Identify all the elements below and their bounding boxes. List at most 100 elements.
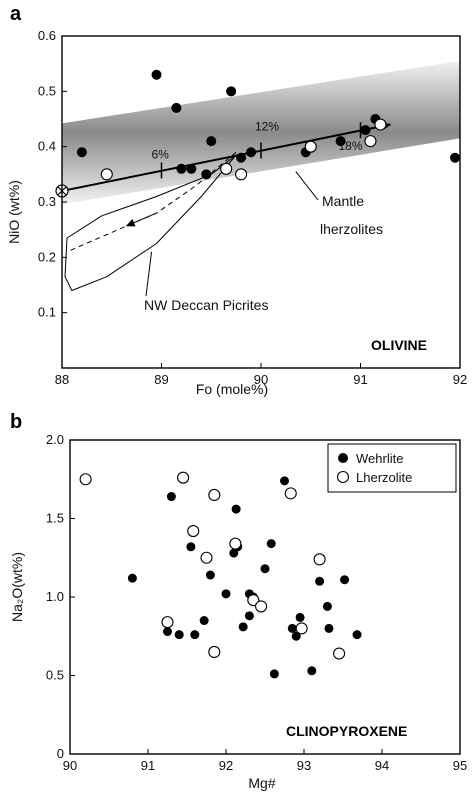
olivine-point-filled — [201, 169, 212, 180]
wehrlite-point — [269, 669, 279, 679]
panel-b-letter: b — [10, 411, 22, 433]
a-x-tick-label: 90 — [254, 372, 268, 387]
a-x-tick-label: 88 — [55, 372, 69, 387]
wehrlite-point — [221, 589, 231, 599]
olivine-point-open — [374, 118, 387, 131]
b-x-tick-label: 92 — [219, 758, 233, 773]
olivine-point-filled — [450, 152, 461, 163]
picrite-outline — [64, 154, 237, 291]
b-x-tick-label: 90 — [63, 758, 77, 773]
a-y-tick-label: 0.4 — [38, 139, 56, 154]
picrite-label: NW Deccan Picrites — [144, 297, 268, 313]
y-axis-title-a: NiO (wt%) — [6, 180, 22, 244]
a-y-tick-label: 0.5 — [38, 83, 56, 98]
lherzolite-point — [333, 647, 346, 660]
lherzolite-point — [229, 537, 242, 550]
wehrlite-point — [287, 623, 297, 633]
a-y-tick-label: 0.3 — [38, 194, 56, 209]
legend-label-wehrlite: Wehrlite — [356, 451, 403, 466]
clinopyroxene-points — [79, 471, 362, 679]
olivine-point-open — [100, 168, 113, 181]
lherzolite-point — [187, 525, 200, 538]
wehrlite-point — [238, 622, 248, 632]
olivine-point-filled — [176, 163, 187, 174]
olivine-point-filled — [76, 147, 87, 158]
a-y-tick-label: 0.6 — [38, 28, 56, 43]
wehrlite-point — [190, 630, 200, 640]
b-x-tick-label: 91 — [141, 758, 155, 773]
wehrlite-point — [244, 611, 254, 621]
wehrlite-point — [199, 616, 209, 626]
wehrlite-point — [231, 504, 241, 514]
legend-marker-lherzolite — [336, 470, 350, 484]
picrite-field — [64, 151, 319, 297]
olivine-point-filled — [206, 136, 217, 147]
wehrlite-point — [174, 630, 184, 640]
legend-box — [327, 443, 457, 493]
olivine-point-filled — [171, 102, 182, 113]
trend-label-18: 18% — [339, 139, 363, 153]
a-x-tick-label: 92 — [453, 372, 467, 387]
lherzolite-point — [208, 488, 221, 502]
trend-label-12: 12% — [255, 120, 279, 134]
lherzolite-point — [284, 487, 297, 500]
lherzolite-point — [313, 553, 326, 566]
mineral-label-clinopyroxene: CLINOPYROXENE — [286, 723, 407, 739]
wehrlite-point — [307, 666, 317, 676]
olivine-point-open — [364, 135, 377, 148]
wehrlite-point — [340, 575, 350, 585]
picrite-leader — [145, 251, 153, 297]
wehrlite-point — [295, 612, 305, 622]
olivine-point-open — [220, 162, 233, 175]
mantle-label-line2: lherzolites — [320, 221, 383, 237]
b-y-tick-label: 1.0 — [46, 589, 64, 604]
lherzolite-point — [161, 616, 174, 629]
wehrlite-point — [324, 623, 334, 633]
olivine-point-filled — [246, 147, 257, 158]
olivine-point-filled — [186, 163, 197, 174]
b-y-tick-label: 1.5 — [46, 511, 64, 526]
wehrlite-point — [166, 492, 176, 502]
panel-a: a 88 89 90 91 92 0.1 0.2 0.3 0.4 0.5 0.6 6% 12% 18… — [6, 3, 467, 397]
olivine-point-open — [304, 140, 317, 153]
lherzolite-point — [200, 551, 213, 564]
olivine-point-filled — [236, 152, 247, 163]
wehrlite-point — [315, 576, 325, 586]
wehrlite-point — [186, 542, 196, 552]
legend: Wehrlite Lherzolite — [327, 443, 457, 493]
b-x-tick-label: 94 — [375, 758, 389, 773]
olivine-point-filled — [226, 86, 237, 97]
a-x-tick-label: 89 — [154, 372, 168, 387]
b-x-tick-label: 93 — [297, 758, 311, 773]
a-y-tick-label: 0.2 — [38, 249, 56, 264]
axes-a: 88 89 90 91 92 0.1 0.2 0.3 0.4 0.5 0.6 — [38, 28, 467, 387]
wehrlite-point — [205, 570, 215, 580]
picrite-trend-arrow — [125, 212, 157, 227]
x-axis-title-b: Mg# — [248, 775, 275, 791]
x-axis-title-a: Fo (mole%) — [196, 381, 268, 397]
wehrlite-point — [266, 539, 276, 549]
wehrlite-point — [127, 573, 137, 583]
a-y-tick-label: 0.1 — [38, 305, 56, 320]
wehrlite-point — [163, 627, 172, 637]
panel-b: b 90 91 92 93 94 95 0 0.5 1.0 1.5 2.0 Wehrlite Lhe… — [9, 411, 467, 791]
trend-label-6: 6% — [152, 147, 170, 161]
lherzolite-point — [79, 473, 92, 486]
y-axis-title-b: Na₂O(wt%) — [9, 552, 25, 622]
mantle-trend-line — [61, 122, 392, 192]
olivine-point-filled — [151, 69, 162, 80]
olivine-points — [76, 69, 461, 181]
legend-marker-wehrlite — [338, 453, 348, 463]
wehrlite-point — [322, 601, 332, 611]
mantle-label-line1: Mantle — [322, 193, 364, 209]
a-x-tick-label: 91 — [353, 372, 367, 387]
lherzolite-point — [255, 600, 268, 613]
lherzolite-point — [295, 622, 308, 635]
lherzolite-point — [208, 645, 221, 659]
wehrlite-point — [260, 564, 270, 574]
wehrlite-point — [280, 476, 289, 486]
olivine-point-filled — [360, 125, 371, 136]
b-x-tick-label: 95 — [453, 758, 467, 773]
